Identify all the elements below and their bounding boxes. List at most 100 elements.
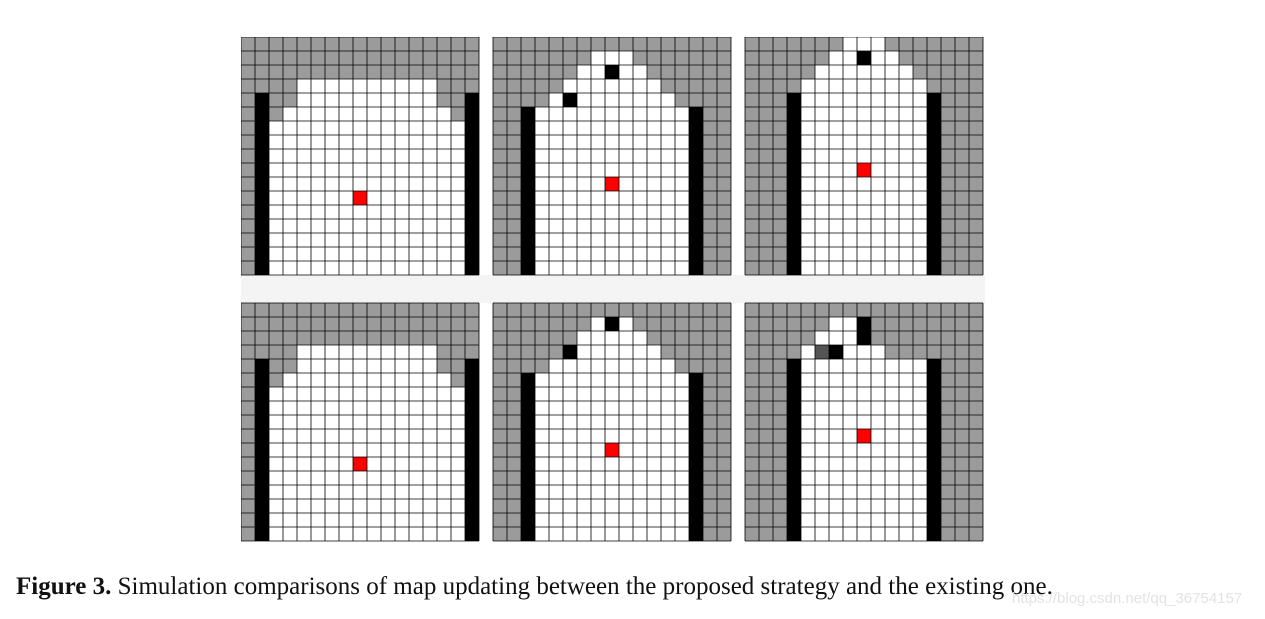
grid-cell xyxy=(423,415,437,429)
grid-cell xyxy=(661,359,675,373)
grid-cell xyxy=(325,513,339,527)
grid-cell xyxy=(325,485,339,499)
grid-cell xyxy=(367,317,381,331)
grid-cell xyxy=(591,513,605,527)
grid-cell xyxy=(409,107,423,121)
grid-cell xyxy=(647,443,661,457)
grid-cell xyxy=(619,79,633,93)
grid-cell xyxy=(451,51,465,65)
grid-cell xyxy=(339,261,353,275)
grid-cell xyxy=(409,93,423,107)
grid-cell xyxy=(815,359,829,373)
grid-cell xyxy=(843,457,857,471)
grid-cell xyxy=(647,37,661,51)
grid-cell xyxy=(843,247,857,261)
grid-cell xyxy=(381,401,395,415)
grid-cell xyxy=(297,191,311,205)
grid-cell xyxy=(339,331,353,345)
grid-cell xyxy=(787,219,801,233)
grid-cell xyxy=(535,457,549,471)
grid-cell xyxy=(633,499,647,513)
grid-cell xyxy=(759,121,773,135)
grid-cell xyxy=(339,93,353,107)
grid-cell xyxy=(801,219,815,233)
grid-cell xyxy=(423,149,437,163)
grid-cell xyxy=(815,191,829,205)
grid-cell xyxy=(423,205,437,219)
grid-cell xyxy=(409,65,423,79)
grid-cell xyxy=(843,205,857,219)
grid-cell xyxy=(871,65,885,79)
grid-cell xyxy=(269,121,283,135)
grid-cell xyxy=(689,331,703,345)
grid-cell xyxy=(591,149,605,163)
grid-cell xyxy=(619,177,633,191)
grid-cell xyxy=(493,163,507,177)
grid-cell xyxy=(549,471,563,485)
grid-cell xyxy=(269,37,283,51)
grid-cell xyxy=(619,93,633,107)
grid-cell xyxy=(465,429,479,443)
grid-cell xyxy=(591,233,605,247)
grid-cell xyxy=(913,149,927,163)
grid-cell xyxy=(535,191,549,205)
grid-cell xyxy=(843,191,857,205)
grid-cell xyxy=(857,93,871,107)
grid-cell xyxy=(885,373,899,387)
grid-cell xyxy=(409,401,423,415)
grid-cell xyxy=(437,163,451,177)
grid-cell xyxy=(619,261,633,275)
grid-cell xyxy=(465,415,479,429)
grid-cell xyxy=(325,219,339,233)
grid-cell xyxy=(395,513,409,527)
grid-cell xyxy=(843,387,857,401)
grid-cell xyxy=(549,387,563,401)
grid-cell xyxy=(689,219,703,233)
grid-cell xyxy=(689,359,703,373)
grid-cell xyxy=(451,345,465,359)
grid-cell xyxy=(745,317,759,331)
grid-cell xyxy=(465,303,479,317)
grid-cell xyxy=(675,485,689,499)
grid-cell xyxy=(829,387,843,401)
grid-cell xyxy=(535,79,549,93)
grid-cell xyxy=(661,387,675,401)
grid-cell xyxy=(437,121,451,135)
grid-cell xyxy=(913,247,927,261)
grid-cell xyxy=(591,387,605,401)
grid-cell xyxy=(913,387,927,401)
grid-cell xyxy=(773,247,787,261)
grid-cell xyxy=(591,247,605,261)
grid-cell xyxy=(339,359,353,373)
grid-cell xyxy=(955,303,969,317)
grid-cell xyxy=(409,429,423,443)
grid-cell xyxy=(451,401,465,415)
grid-cell xyxy=(619,37,633,51)
grid-cell xyxy=(885,205,899,219)
grid-cell xyxy=(871,93,885,107)
grid-cell xyxy=(521,317,535,331)
grid-cell xyxy=(815,415,829,429)
grid-cell xyxy=(577,205,591,219)
grid-cell xyxy=(255,177,269,191)
grid-cell xyxy=(353,373,367,387)
grid-cell xyxy=(773,261,787,275)
grid-cell xyxy=(423,401,437,415)
grid-cell xyxy=(619,499,633,513)
grid-cell xyxy=(717,233,731,247)
grid-cell xyxy=(787,177,801,191)
grid-cell xyxy=(969,401,983,415)
grid-cell xyxy=(283,135,297,149)
grid-cell xyxy=(773,37,787,51)
grid-cell xyxy=(647,149,661,163)
grid-cell xyxy=(815,121,829,135)
grid-cell xyxy=(927,37,941,51)
grid-cell xyxy=(899,317,913,331)
grid-cell xyxy=(633,359,647,373)
grid-cell xyxy=(815,233,829,247)
grid-cell xyxy=(255,485,269,499)
grid-cell xyxy=(605,51,619,65)
grid-cell xyxy=(339,219,353,233)
grid-cell xyxy=(591,527,605,541)
grid-cell xyxy=(521,65,535,79)
